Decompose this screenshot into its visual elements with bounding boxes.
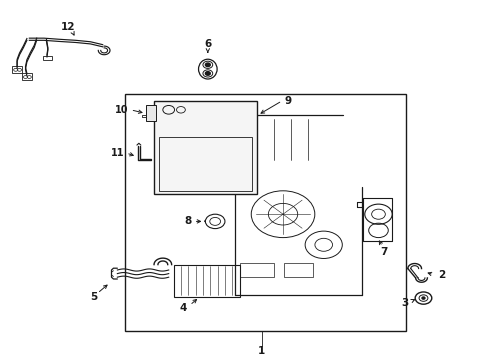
Text: 5: 5 <box>90 292 97 302</box>
Text: 9: 9 <box>285 96 291 106</box>
Bar <box>239 263 273 277</box>
Text: 2: 2 <box>437 270 444 280</box>
Circle shape <box>205 63 210 67</box>
Bar <box>154 101 256 194</box>
Text: 8: 8 <box>184 216 191 226</box>
Circle shape <box>205 72 210 75</box>
Bar <box>12 66 22 73</box>
Bar <box>145 105 156 121</box>
Text: 7: 7 <box>380 247 387 257</box>
Bar <box>283 263 312 277</box>
Bar <box>173 265 239 297</box>
Bar <box>22 73 32 80</box>
Text: 6: 6 <box>204 39 211 49</box>
Bar <box>159 136 251 191</box>
Text: 4: 4 <box>180 303 187 313</box>
Bar <box>124 94 405 331</box>
Circle shape <box>421 297 424 299</box>
Text: 12: 12 <box>61 22 76 32</box>
Text: 1: 1 <box>258 346 264 356</box>
Text: 10: 10 <box>114 105 128 115</box>
Text: 3: 3 <box>401 298 408 308</box>
Text: 11: 11 <box>110 148 124 158</box>
Bar <box>43 56 52 60</box>
